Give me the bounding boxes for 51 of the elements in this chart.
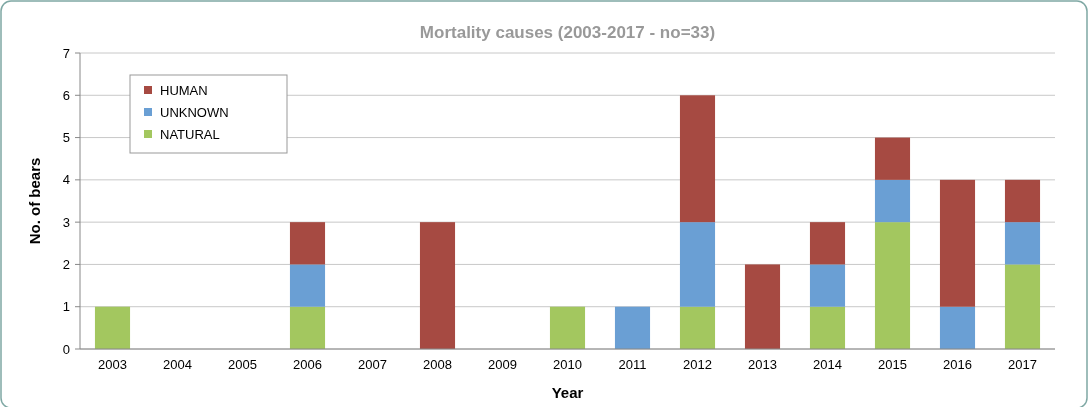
y-tick-label: 3 (62, 214, 70, 230)
bar (809, 306, 846, 349)
x-tick-label: 2003 (98, 357, 127, 372)
x-tick-label: 2009 (488, 357, 517, 372)
x-tick-label: 2005 (228, 357, 257, 372)
x-tick-label: 2016 (943, 357, 972, 372)
bar (679, 306, 716, 349)
x-axis-title: Year (551, 384, 584, 401)
bar (939, 306, 976, 349)
bar (874, 222, 911, 349)
bar (874, 179, 911, 223)
bar (614, 306, 651, 349)
bar (1004, 222, 1041, 265)
bar (744, 264, 781, 349)
y-tick-label: 2 (62, 256, 70, 272)
chart-title: Mortality causes (2003-2017 - no=33) (419, 23, 716, 42)
legend-label: NATURAL (160, 126, 220, 142)
y-tick-label: 7 (62, 45, 70, 61)
y-tick-label: 6 (62, 87, 70, 103)
x-tick-label: 2014 (813, 357, 842, 372)
bar (809, 222, 846, 265)
legend-label: UNKNOWN (160, 104, 229, 120)
x-tick-label: 2017 (1008, 357, 1037, 372)
x-tick-label: 2013 (748, 357, 777, 372)
bar (549, 306, 586, 349)
bar (679, 222, 716, 307)
x-tick-label: 2011 (618, 357, 647, 372)
x-tick-label: 2004 (163, 357, 192, 372)
legend-label: HUMAN (160, 82, 208, 98)
bar (874, 137, 911, 180)
y-tick-label: 1 (62, 299, 70, 315)
y-axis-title: No. of bears (26, 157, 43, 245)
bar (419, 222, 456, 349)
x-tick-label: 2010 (553, 357, 582, 372)
bar (289, 306, 326, 349)
bar (1004, 179, 1041, 223)
x-tick-label: 2012 (683, 357, 712, 372)
x-tick-label: 2008 (423, 357, 452, 372)
y-tick-label: 5 (62, 130, 70, 146)
bar (289, 222, 326, 265)
bar (679, 95, 716, 223)
bar (94, 306, 131, 349)
y-tick-label: 4 (62, 172, 70, 188)
bar (289, 264, 326, 307)
x-tick-label: 2007 (358, 357, 387, 372)
bar (809, 264, 846, 307)
bar (939, 179, 976, 307)
y-tick-label: 0 (62, 341, 70, 357)
x-tick-label: 2015 (878, 357, 907, 372)
bar (1004, 264, 1041, 349)
x-tick-label: 2006 (293, 357, 322, 372)
